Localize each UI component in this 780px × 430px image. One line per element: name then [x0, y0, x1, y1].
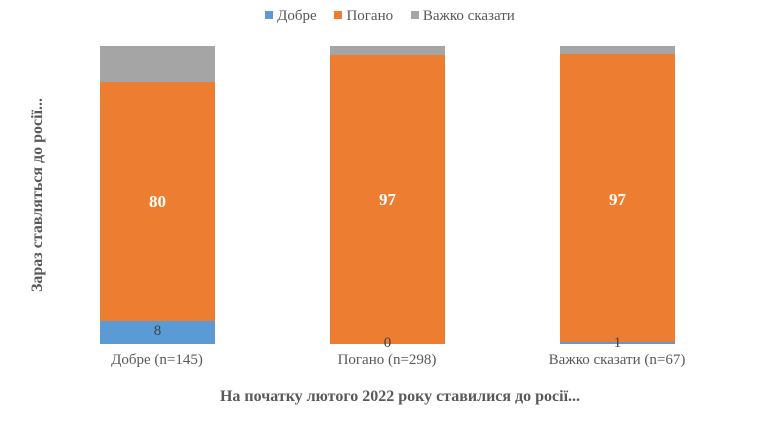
data-label: 80	[149, 192, 166, 211]
data-label: 0	[383, 335, 392, 351]
x-axis-label: На початку лютого 2022 року ставилися до…	[219, 388, 581, 405]
segment-hard	[330, 46, 445, 55]
bar-hard-to-say: 97 1	[560, 46, 675, 351]
category-label: Добре (n=145)	[111, 352, 203, 368]
segment-bad: 80	[100, 82, 215, 321]
data-label: 97	[379, 190, 396, 209]
y-axis-label: Зараз ставляться до росії...	[29, 97, 46, 293]
segment-bad: 97	[560, 54, 675, 342]
data-label: 97	[609, 190, 626, 209]
bar-good: 80 8	[100, 46, 215, 344]
legend-item-bad: Погано	[334, 8, 393, 25]
segment-bad: 97	[330, 55, 445, 344]
legend-swatch-hard	[410, 11, 419, 19]
legend-swatch-bad	[334, 11, 343, 19]
segment-good	[560, 342, 675, 344]
legend-swatch-good	[265, 11, 274, 19]
category-label: Важко сказати (n=67)	[548, 352, 686, 368]
legend-label: Погано	[346, 8, 394, 24]
data-label: 1	[613, 335, 622, 351]
legend-label: Важко сказати	[422, 8, 515, 24]
legend-item-hard: Важко сказати	[410, 8, 515, 25]
legend-label: Добре	[277, 8, 317, 24]
bar-bad: 97 0	[330, 46, 445, 351]
legend-item-good: Добре	[265, 8, 317, 25]
data-label: 8	[153, 323, 162, 339]
category-label: Погано (n=298)	[337, 352, 437, 368]
segment-hard	[100, 46, 215, 82]
chart-legend: Добре Погано Важко сказати	[0, 8, 780, 25]
segment-good: 8	[100, 321, 215, 344]
segment-hard	[560, 46, 675, 54]
